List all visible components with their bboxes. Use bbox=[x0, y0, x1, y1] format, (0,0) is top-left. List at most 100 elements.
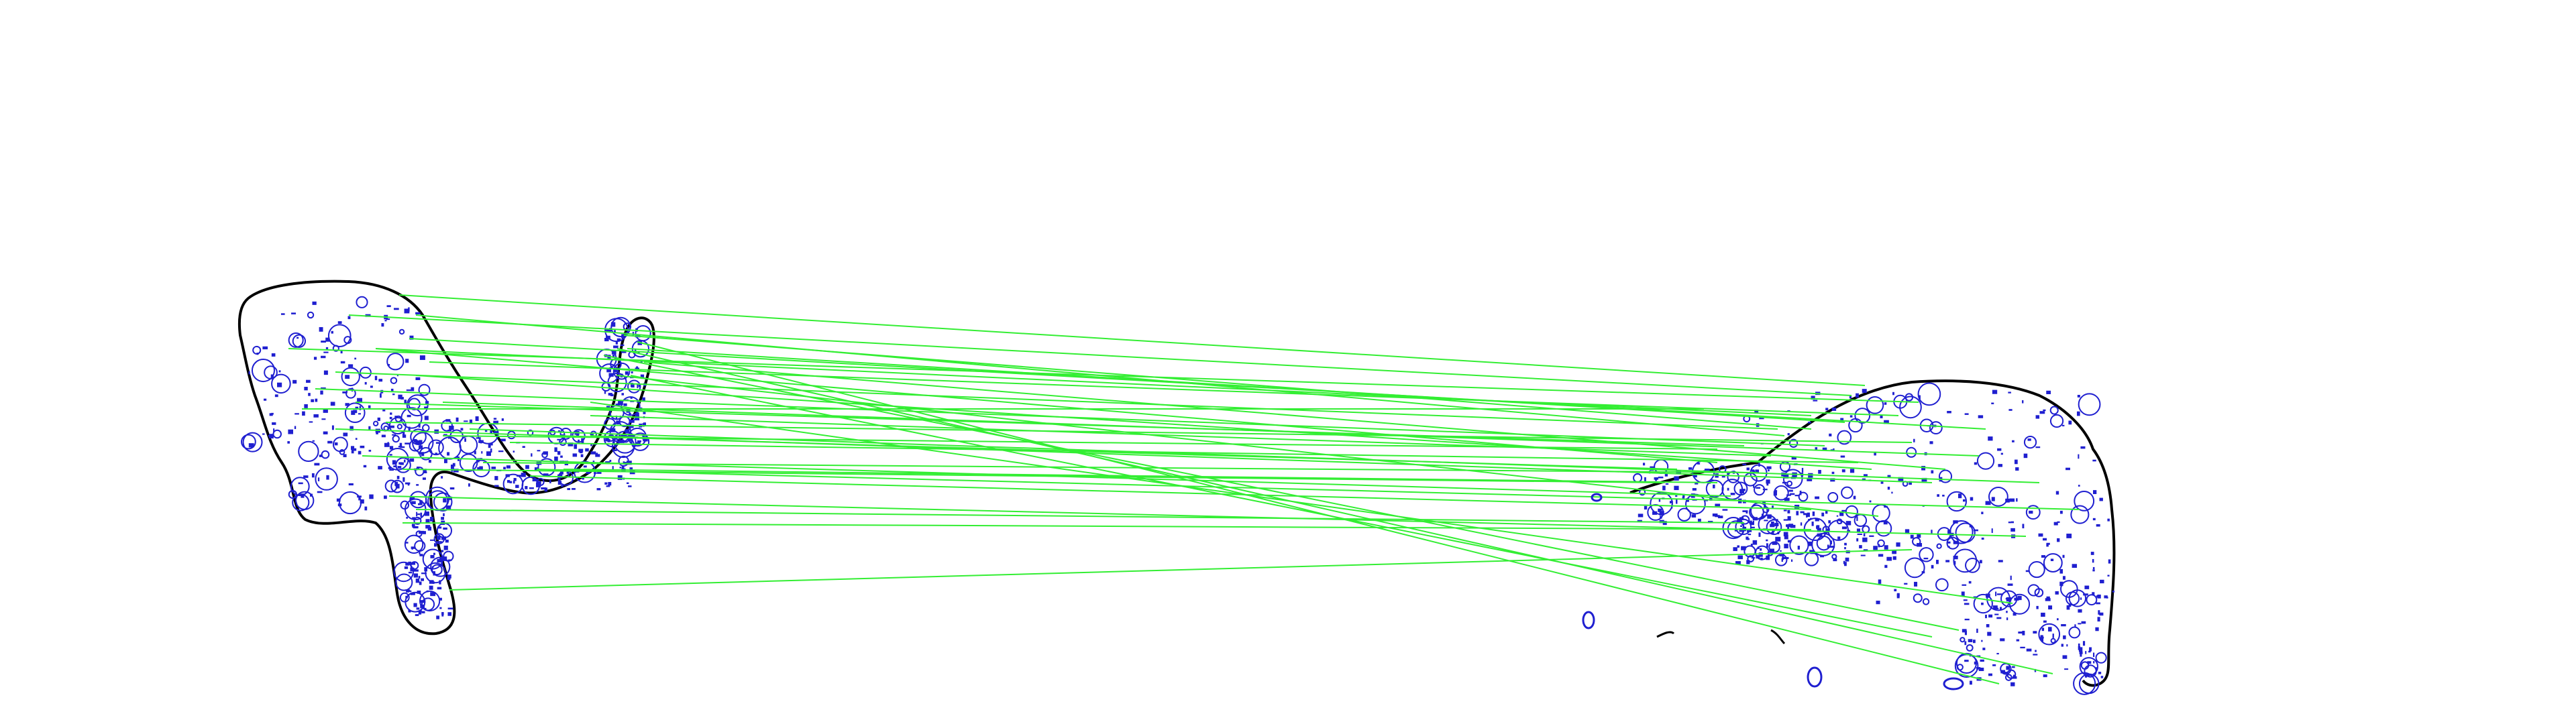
keypoint-mark bbox=[1931, 470, 1934, 474]
keypoint-mark bbox=[347, 316, 351, 320]
keypoint-mark bbox=[384, 495, 387, 499]
keypoint-mark bbox=[591, 434, 594, 436]
keypoint-mark bbox=[439, 597, 442, 601]
match-line bbox=[469, 428, 2040, 483]
keypoint-mark bbox=[2043, 409, 2046, 412]
keypoint-mark bbox=[629, 412, 631, 416]
keypoint-mark bbox=[1936, 543, 1942, 549]
keypoint-mark bbox=[435, 442, 441, 444]
keypoint-mark bbox=[274, 394, 278, 398]
keypoint-mark bbox=[1980, 659, 1984, 662]
keypoint-mark bbox=[1854, 408, 1871, 424]
keypoint-mark bbox=[1892, 556, 1896, 560]
keypoint-mark bbox=[580, 454, 584, 457]
keypoint-mark bbox=[1756, 487, 1761, 489]
keypoint-mark bbox=[2006, 611, 2008, 613]
keypoint-mark bbox=[486, 451, 491, 457]
keypoint-mark bbox=[406, 590, 412, 593]
keypoint-mark bbox=[1904, 529, 1910, 534]
keypoint-mark bbox=[2048, 605, 2053, 610]
keypoint-mark bbox=[356, 296, 368, 308]
keypoint-mark bbox=[1859, 545, 1862, 549]
keypoint-mark bbox=[2041, 555, 2046, 558]
keypoint-mark bbox=[398, 462, 402, 465]
keypoint-mark bbox=[2052, 634, 2054, 638]
keypoint-mark bbox=[441, 517, 444, 520]
keypoint-mark bbox=[1841, 509, 1847, 512]
keypoint-mark bbox=[2093, 661, 2095, 664]
keypoint-mark bbox=[1981, 511, 1984, 515]
keypoint-mark bbox=[1759, 416, 1764, 420]
keypoint-mark bbox=[1856, 538, 1859, 542]
keypoint-mark bbox=[386, 353, 405, 371]
keypoint-mark bbox=[2041, 627, 2045, 631]
keypoint-mark bbox=[1781, 558, 1783, 562]
keypoint-mark bbox=[343, 454, 347, 458]
keypoint-mark bbox=[2041, 612, 2045, 617]
keypoint-mark bbox=[1880, 481, 1884, 484]
keypoint-mark bbox=[1818, 470, 1821, 474]
keypoint-mark bbox=[1658, 508, 1662, 512]
keypoint-mark bbox=[1964, 413, 1969, 415]
keypoint-mark bbox=[2046, 390, 2051, 394]
keypoint-mark bbox=[2061, 424, 2065, 426]
keypoint-mark bbox=[2092, 459, 2096, 462]
keypoint-mark bbox=[1887, 487, 1890, 490]
keypoint-mark bbox=[2010, 575, 2012, 581]
keypoint-mark bbox=[1827, 544, 1829, 548]
keypoint-mark bbox=[541, 487, 547, 490]
match-line bbox=[603, 355, 1960, 631]
keypoint-mark bbox=[1837, 430, 1852, 445]
keypoint-mark bbox=[1753, 485, 1755, 488]
keypoint-mark bbox=[321, 450, 330, 459]
keypoint-mark bbox=[1970, 497, 1974, 501]
keypoint-mark bbox=[2016, 639, 2020, 642]
keypoint-mark bbox=[493, 418, 497, 420]
keypoint-mark bbox=[2010, 521, 2015, 524]
keypoint-mark bbox=[345, 387, 356, 399]
keypoint-mark bbox=[2004, 674, 2012, 681]
keypoint-mark bbox=[313, 414, 319, 418]
keypoint-mark bbox=[596, 452, 598, 456]
keypoint-mark bbox=[1869, 500, 1872, 503]
keypoint-mark bbox=[2000, 607, 2002, 610]
keypoint-mark bbox=[574, 444, 578, 449]
keypoint-mark bbox=[1935, 578, 1949, 592]
keypoint-mark bbox=[637, 440, 642, 442]
keypoint-mark bbox=[501, 418, 504, 421]
keypoint-mark bbox=[2046, 543, 2049, 547]
keypoint-mark bbox=[369, 494, 374, 499]
keypoint-mark bbox=[2039, 411, 2045, 414]
keypoint-mark bbox=[338, 491, 362, 515]
keypoint-mark bbox=[430, 556, 451, 577]
keypoint-mark bbox=[312, 301, 317, 305]
keypoint-mark bbox=[629, 426, 631, 430]
keypoint-mark bbox=[1787, 516, 1791, 521]
keypoint-mark bbox=[355, 438, 358, 440]
keypoint-mark bbox=[2059, 581, 2063, 587]
keypoint-mark bbox=[1693, 474, 1697, 478]
keypoint-mark bbox=[2020, 646, 2025, 649]
keypoint-mark bbox=[460, 428, 464, 431]
keypoint-mark bbox=[534, 467, 539, 471]
keypoint-mark bbox=[494, 476, 498, 481]
keypoint-mark bbox=[2096, 602, 2100, 605]
keypoint-mark bbox=[443, 545, 448, 550]
keypoint-mark bbox=[1827, 491, 1839, 503]
keypoint-mark bbox=[621, 393, 625, 396]
match-line bbox=[442, 402, 1980, 457]
keypoint-mark bbox=[2008, 391, 2011, 394]
keypoint-mark bbox=[292, 334, 307, 348]
keypoint-mark bbox=[2066, 644, 2068, 647]
keypoint-mark bbox=[2068, 626, 2081, 639]
keypoint-mark bbox=[2033, 631, 2037, 634]
keypoint-mark bbox=[423, 531, 426, 534]
keypoint-mark bbox=[1784, 534, 1788, 540]
keypoint-mark bbox=[1841, 486, 1854, 499]
keypoint-mark bbox=[2038, 623, 2061, 646]
keypoint-mark bbox=[1783, 509, 1787, 511]
keypoint-mark bbox=[304, 404, 308, 408]
match-line bbox=[637, 341, 2000, 684]
keypoint-mark bbox=[1762, 488, 1768, 491]
keypoint-mark bbox=[1665, 483, 1669, 485]
